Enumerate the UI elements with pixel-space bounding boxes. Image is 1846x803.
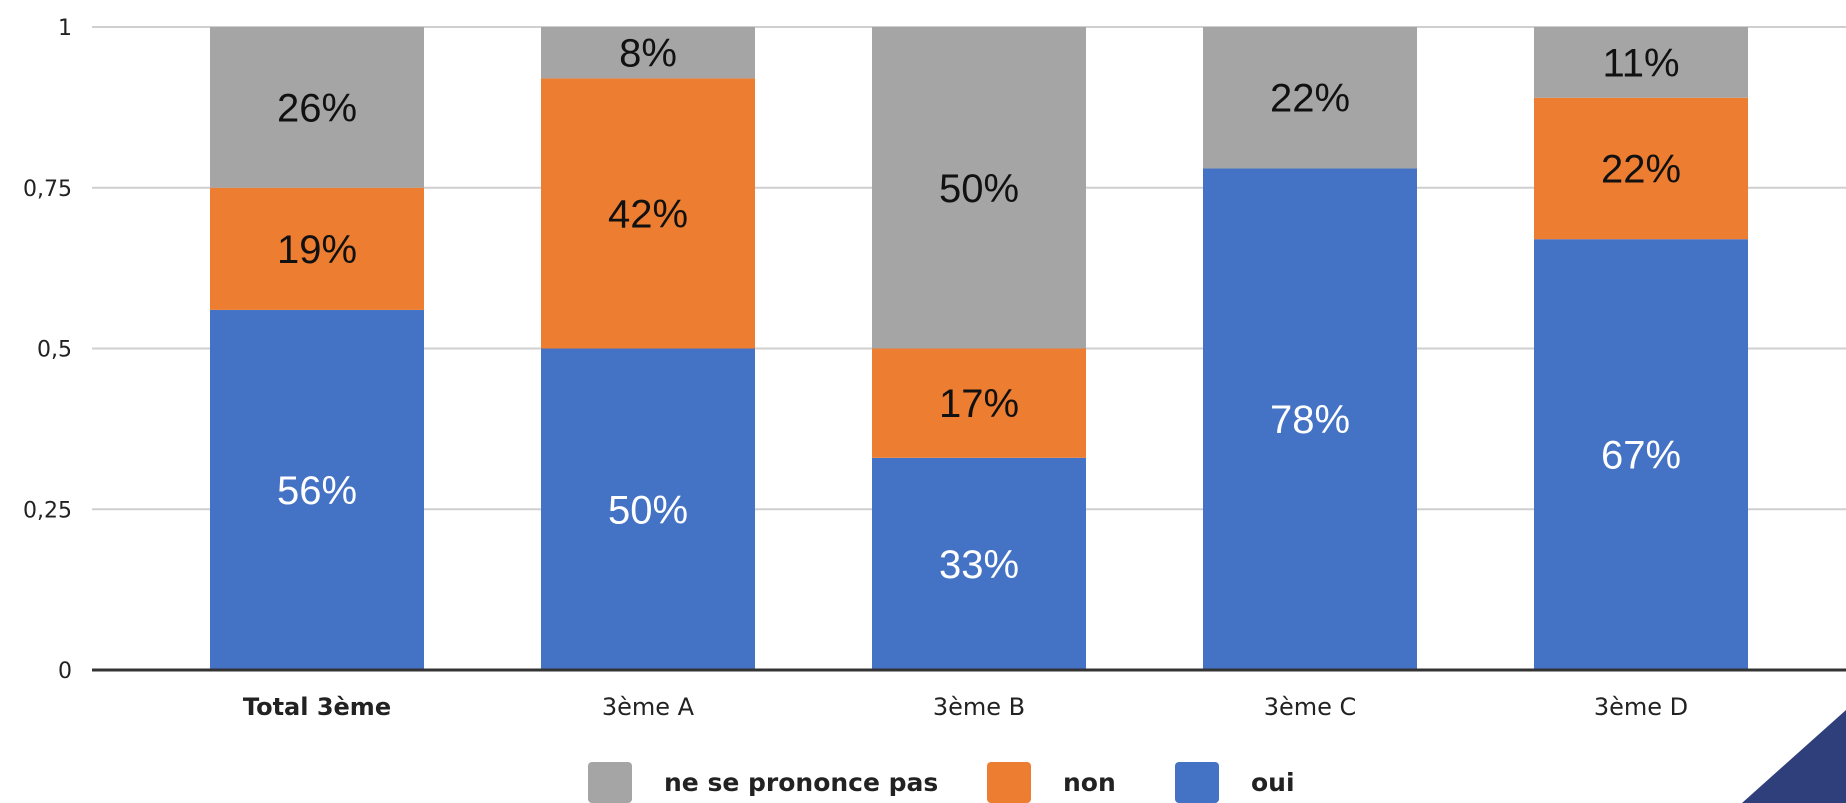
data-label-3eme-d-ne-se-prononce-pas: 11% bbox=[1602, 41, 1679, 85]
legend-swatch-non bbox=[987, 762, 1031, 803]
data-label-3eme-a-non: 42% bbox=[608, 192, 688, 236]
bar-3eme-d-ne-se-prononce-pas bbox=[1534, 27, 1748, 98]
bar-3eme-b-oui bbox=[872, 457, 1086, 670]
y-axis-ticks: 0 0,25 0,5 0,75 1 bbox=[23, 16, 72, 684]
bar-3eme-a-ne-se-prononce-pas bbox=[541, 27, 755, 79]
bar-3eme-b-non bbox=[872, 348, 1086, 458]
legend-label-ne-se-prononce-pas: ne se prononce pas bbox=[664, 768, 938, 797]
x-tick-label-3eme-a: 3ème A bbox=[602, 693, 695, 721]
data-label-3eme-b-oui: 33% bbox=[939, 543, 1019, 587]
bar-total-3eme-ne-se-prononce-pas bbox=[210, 27, 424, 188]
bar-3eme-c-oui bbox=[1203, 168, 1417, 670]
bar-3eme-a-oui bbox=[541, 348, 755, 670]
category-labels: Total 3ème 3ème A 3ème B 3ème C 3ème D bbox=[243, 693, 1688, 721]
data-label-3eme-c-ne-se-prononce-pas: 22% bbox=[1270, 77, 1350, 121]
legend-label-non: non bbox=[1063, 768, 1116, 797]
y-tick-label: 0,75 bbox=[23, 177, 72, 202]
data-label-3eme-a-ne-se-prononce-pas: 8% bbox=[619, 32, 677, 76]
x-tick-label-total-3eme: Total 3ème bbox=[243, 693, 391, 721]
legend: ne se prononce pas non oui bbox=[588, 762, 1295, 803]
bar-3eme-d-non bbox=[1534, 97, 1748, 240]
bar-3eme-a-non bbox=[541, 78, 755, 349]
y-tick-label: 1 bbox=[58, 16, 72, 41]
data-label-total-3eme-oui: 56% bbox=[277, 469, 357, 513]
data-label-3eme-b-ne-se-prononce-pas: 50% bbox=[939, 167, 1019, 211]
bar-3eme-c-ne-se-prononce-pas bbox=[1203, 27, 1417, 169]
bars bbox=[210, 27, 1748, 670]
y-tick-label: 0,25 bbox=[23, 498, 72, 523]
data-label-3eme-a-oui: 50% bbox=[608, 488, 688, 532]
legend-swatch-ne-se-prononce-pas bbox=[588, 762, 632, 803]
bar-3eme-d-oui bbox=[1534, 239, 1748, 670]
data-label-3eme-d-oui: 67% bbox=[1601, 434, 1681, 478]
legend-label-oui: oui bbox=[1251, 768, 1295, 797]
bar-total-3eme-oui bbox=[210, 309, 424, 670]
x-tick-label-3eme-c: 3ème C bbox=[1264, 693, 1357, 721]
x-tick-label-3eme-b: 3ème B bbox=[933, 693, 1025, 721]
data-labels: 56% 19% 26% 50% 42% 8% 33% 17% 50% 78% 22% 67% 22% 11… bbox=[277, 32, 1681, 587]
y-tick-label: 0,5 bbox=[37, 338, 72, 363]
x-tick-label-3eme-d: 3ème D bbox=[1594, 693, 1688, 721]
data-label-3eme-d-non: 22% bbox=[1601, 147, 1681, 191]
data-label-3eme-c-oui: 78% bbox=[1270, 398, 1350, 442]
data-label-total-3eme-non: 19% bbox=[277, 228, 357, 272]
data-label-total-3eme-ne-se-prononce-pas: 26% bbox=[277, 86, 357, 130]
bar-3eme-b-ne-se-prononce-pas bbox=[872, 27, 1086, 349]
y-tick-label: 0 bbox=[58, 659, 72, 684]
legend-swatch-oui bbox=[1175, 762, 1219, 803]
bar-total-3eme-non bbox=[210, 187, 424, 310]
data-label-3eme-b-non: 17% bbox=[939, 382, 1019, 426]
corner-decoration bbox=[1742, 710, 1846, 803]
